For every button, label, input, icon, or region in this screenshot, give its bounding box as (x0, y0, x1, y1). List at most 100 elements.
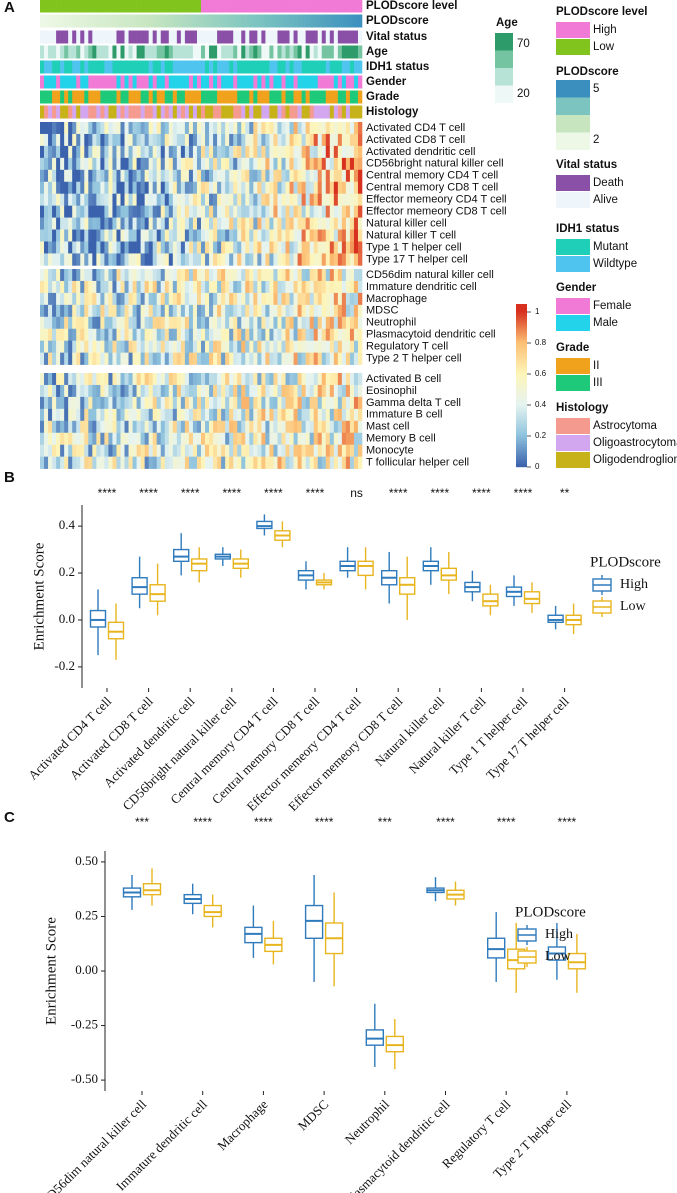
heatmap-cell (84, 253, 89, 266)
heatmap-cell (329, 328, 335, 341)
heatmap-cell (353, 340, 359, 353)
annotation-cell (309, 14, 314, 28)
heatmap-cell (353, 145, 359, 159)
heatmap-cell (217, 352, 222, 365)
heatmap-cell (245, 456, 250, 469)
heatmap-cell (349, 169, 355, 183)
heatmap-cell (140, 157, 145, 171)
heatmap-cell (253, 229, 258, 242)
heatmap-cell (56, 205, 61, 218)
heatmap-cell (152, 444, 158, 457)
heatmap-cell (357, 340, 363, 353)
heatmap-cell (152, 352, 158, 365)
annotation-cell (341, 0, 347, 13)
heatmap-cell (333, 157, 339, 171)
heatmap-cell (52, 420, 57, 434)
heatmap-cell (261, 328, 266, 341)
heatmap-cell (273, 340, 278, 353)
heatmap-cell (241, 304, 246, 318)
heatmap-cell (213, 205, 218, 218)
heatmap-cell (56, 304, 61, 318)
heatmap-cell (80, 456, 85, 469)
heatmap-cell (229, 384, 234, 398)
heatmap-cell (245, 396, 250, 410)
heatmap-cell (140, 420, 145, 434)
significance-label: **** (181, 486, 200, 500)
heatmap-cell (241, 205, 246, 218)
annotation-cell (261, 14, 266, 28)
heatmap-cell (317, 396, 323, 410)
annotation-cell (156, 75, 162, 89)
heatmap-cell (140, 316, 145, 330)
heatmap-cell (72, 253, 77, 266)
heatmap-cell (317, 181, 323, 194)
heatmap-cell (349, 292, 355, 306)
heatmap-cell (188, 133, 194, 147)
annotation-cell (313, 90, 319, 104)
heatmap-cell (148, 373, 153, 386)
heatmap-cell (132, 384, 137, 398)
heatmap-cell (108, 408, 113, 422)
heatmap-cell (92, 280, 97, 294)
heatmap-cell (293, 373, 298, 386)
annotation-cell (249, 45, 254, 59)
heatmap-cell (96, 456, 101, 469)
annotation-cell (92, 0, 97, 13)
annotation-cell (180, 0, 186, 13)
annotation-cell (136, 0, 141, 13)
heatmap-cell (321, 253, 327, 266)
annotation-cell (253, 60, 258, 74)
heatmap-cell (253, 420, 258, 434)
annotation-cell (337, 90, 343, 104)
annotation-cell (345, 105, 351, 119)
heatmap-cell (92, 352, 97, 365)
heatmap-cell (128, 280, 133, 294)
heatmap-cell (353, 241, 359, 254)
heatmap-cell (196, 269, 202, 282)
heatmap-cell (176, 316, 182, 330)
annotation-cell (136, 105, 141, 119)
row-label: Effector memeory CD4 T cell (366, 194, 507, 206)
heatmap-cell (281, 181, 286, 194)
heatmap-cell (257, 396, 262, 410)
heatmap-cell (329, 205, 335, 218)
heatmap-cell (249, 217, 254, 230)
heatmap-cell (273, 145, 278, 159)
heatmap-cell (349, 133, 355, 147)
y-tick-label: 0.2 (59, 564, 75, 579)
annotation-cell (333, 0, 339, 13)
annotation-cell (205, 0, 210, 13)
heatmap-cell (108, 217, 113, 230)
heatmap-cell (88, 304, 93, 318)
heatmap-cell (84, 181, 89, 194)
heatmap-cell (56, 253, 61, 266)
legend-title: PLODscore (556, 66, 619, 78)
heatmap-cell (285, 373, 290, 386)
annotation-cell (341, 14, 347, 28)
heatmap-cell (52, 280, 57, 294)
heatmap-cell (213, 328, 218, 341)
heatmap-cell (277, 253, 282, 266)
heatmap-cell (201, 456, 206, 469)
heatmap-cell (64, 253, 69, 266)
annotation-cell (333, 60, 339, 74)
heatmap-cell (168, 181, 174, 194)
annotation-cell (176, 75, 182, 89)
heatmap-cell (136, 304, 141, 318)
annotation-cell (349, 60, 355, 74)
heatmap-cell (184, 316, 190, 330)
annotation-cell (132, 45, 137, 59)
heatmap-cell (277, 396, 282, 410)
heatmap-cell (273, 280, 278, 294)
heatmap-cell (333, 193, 339, 206)
heatmap-cell (128, 340, 133, 353)
heatmap-cell (285, 253, 290, 266)
heatmap-cell (213, 253, 218, 266)
heatmap-cell (168, 269, 174, 282)
heatmap-cell (124, 205, 129, 218)
heatmap-cell (96, 169, 101, 183)
annotation-cell (201, 60, 206, 74)
heatmap-cell (241, 133, 246, 147)
annotation-cell (205, 14, 210, 28)
annotation-cell (221, 14, 226, 28)
